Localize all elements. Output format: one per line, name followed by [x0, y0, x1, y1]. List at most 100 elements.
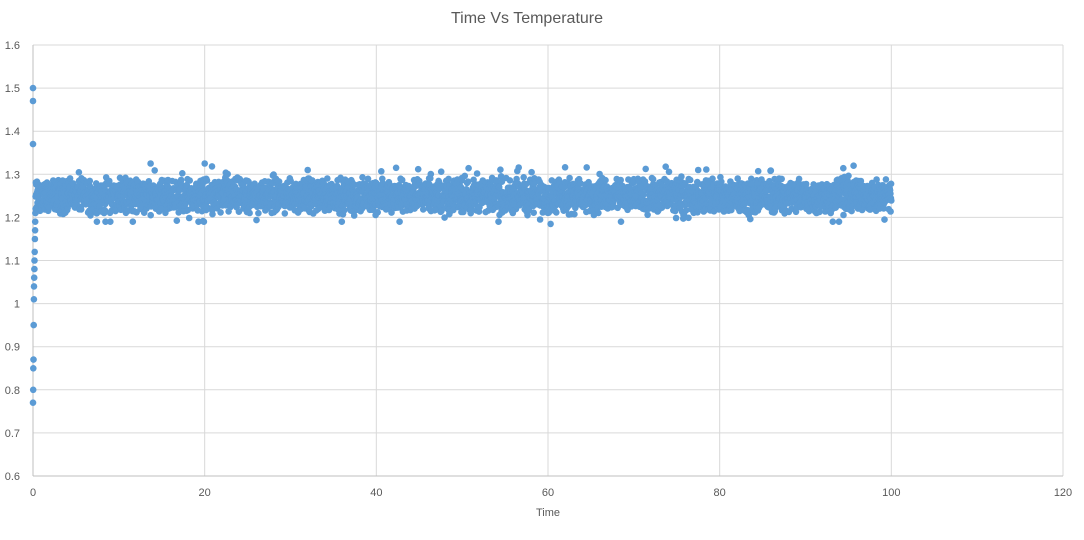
- data-point: [86, 177, 94, 185]
- data-point: [287, 177, 295, 185]
- data-point: [333, 182, 341, 190]
- data-point: [595, 209, 602, 217]
- data-point: [749, 180, 756, 188]
- data-point: [324, 175, 331, 182]
- data-point: [179, 170, 186, 177]
- data-point: [835, 218, 843, 225]
- data-point: [748, 175, 755, 183]
- data-point: [640, 191, 647, 198]
- data-point: [887, 208, 894, 215]
- x-axis-ticks: 0 20 40 60 80 100 120: [30, 487, 1072, 499]
- data-point: [602, 176, 609, 184]
- data-point: [506, 177, 514, 184]
- data-point: [30, 356, 37, 363]
- y-tick-label: 1: [14, 299, 20, 311]
- data-point: [359, 174, 366, 181]
- data-point: [515, 164, 522, 171]
- data-point: [566, 174, 573, 182]
- gridlines: [33, 44, 1064, 476]
- data-point: [644, 211, 651, 219]
- data-point: [553, 209, 560, 216]
- data-point: [728, 206, 735, 214]
- data-point: [497, 173, 505, 180]
- data-point: [30, 365, 37, 372]
- data-point: [795, 175, 803, 183]
- data-point: [649, 175, 657, 183]
- data-point: [571, 210, 578, 218]
- data-point: [102, 218, 109, 225]
- data-point: [577, 180, 584, 187]
- data-point: [694, 166, 702, 174]
- y-tick-label: 1.2: [5, 212, 20, 224]
- data-point: [396, 218, 403, 225]
- data-point: [151, 167, 158, 174]
- data-point: [465, 164, 472, 172]
- data-point: [530, 209, 537, 216]
- data-point: [461, 172, 469, 180]
- data-point: [177, 176, 185, 184]
- data-point: [685, 214, 692, 222]
- data-point: [522, 180, 530, 188]
- data-point: [309, 177, 316, 184]
- y-tick-label: 0.7: [5, 428, 20, 440]
- data-point: [536, 216, 544, 223]
- data-point: [75, 169, 83, 176]
- data-point: [392, 164, 400, 172]
- data-points: [29, 84, 895, 407]
- data-point: [29, 399, 37, 407]
- data-point: [617, 176, 624, 184]
- chart-title: Time Vs Temperature: [451, 10, 603, 27]
- data-point: [201, 160, 208, 167]
- data-point: [209, 210, 216, 218]
- data-point: [840, 164, 847, 172]
- data-point: [767, 167, 775, 174]
- data-point: [678, 173, 685, 180]
- data-point: [30, 296, 38, 303]
- data-point: [473, 170, 481, 177]
- data-point: [147, 160, 154, 167]
- y-tick-label: 1.1: [5, 256, 20, 268]
- data-point: [686, 176, 694, 184]
- data-point: [547, 220, 554, 228]
- data-point: [378, 168, 385, 175]
- data-point: [30, 321, 37, 329]
- data-point: [873, 176, 880, 183]
- data-point: [31, 218, 39, 225]
- data-point: [217, 209, 224, 216]
- data-point: [31, 248, 38, 256]
- data-point: [528, 168, 535, 176]
- data-point: [147, 211, 154, 219]
- data-point: [524, 211, 531, 219]
- data-point: [665, 168, 673, 176]
- data-point: [30, 283, 38, 290]
- y-tick-label: 1.6: [5, 40, 20, 52]
- data-point: [888, 197, 895, 204]
- y-tick-label: 1.5: [5, 83, 20, 95]
- data-point: [850, 162, 857, 169]
- data-point: [31, 265, 38, 273]
- data-point: [840, 211, 847, 219]
- data-point: [374, 209, 382, 216]
- data-point: [642, 165, 649, 173]
- data-point: [419, 206, 427, 213]
- data-point: [31, 235, 39, 243]
- data-point: [560, 184, 568, 191]
- data-point: [583, 164, 590, 171]
- data-point: [186, 177, 193, 184]
- data-point: [129, 218, 137, 225]
- y-tick-label: 1.3: [5, 169, 20, 181]
- data-point: [829, 218, 837, 225]
- data-point: [255, 209, 262, 217]
- data-point: [253, 216, 260, 224]
- data-point: [341, 206, 348, 214]
- x-tick-label: 100: [882, 487, 900, 499]
- data-point: [30, 274, 38, 282]
- data-point: [460, 208, 467, 216]
- data-point: [398, 176, 406, 184]
- data-point: [29, 97, 37, 105]
- data-point: [77, 206, 85, 213]
- y-tick-label: 0.6: [5, 471, 20, 483]
- data-point: [493, 177, 500, 184]
- x-tick-label: 60: [542, 487, 554, 499]
